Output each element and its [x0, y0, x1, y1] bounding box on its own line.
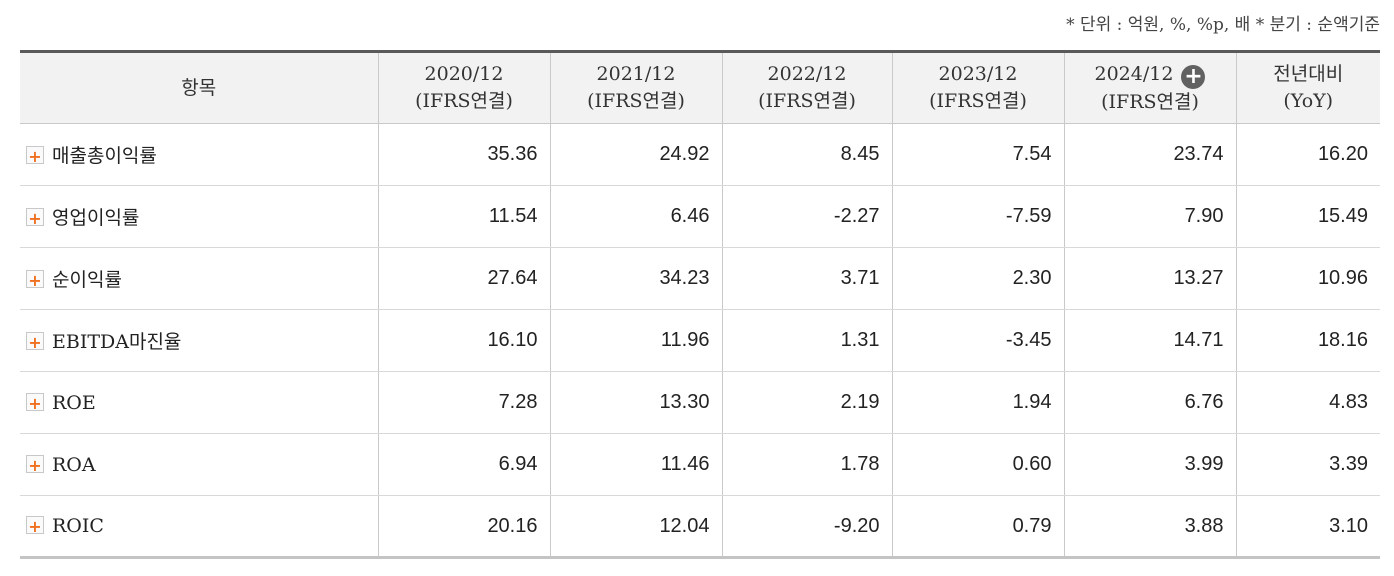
period-year: 2020/12	[424, 63, 504, 85]
value-cell: 11.96	[549, 309, 722, 372]
header-period: 2023/12 (IFRS연결)	[891, 50, 1064, 124]
row-label-cell[interactable]: + EBITDA마진율	[20, 309, 378, 372]
table-row: + 매출총이익률 35.36 24.92 8.45 7.54 23.74 16.20	[20, 123, 1380, 186]
row-label: ROIC	[52, 515, 104, 537]
period-year: 2024/12	[1094, 62, 1174, 85]
value-cell: -7.59	[891, 185, 1064, 248]
expand-plus-icon[interactable]: +	[26, 208, 44, 227]
yoy-sub-label: (YoY)	[1283, 90, 1334, 112]
value-cell: 1.94	[891, 371, 1064, 434]
value-cell: 3.99	[1063, 433, 1236, 496]
value-cell: 7.54	[891, 123, 1064, 186]
expand-plus-icon[interactable]: +	[26, 270, 44, 289]
row-label-cell[interactable]: + ROA	[20, 433, 378, 496]
value-cell: 11.46	[549, 433, 722, 496]
value-cell: 1.78	[721, 433, 892, 496]
table-row: + ROA 6.94 11.46 1.78 0.60 3.99 3.39	[20, 433, 1380, 496]
value-cell: 8.45	[721, 123, 892, 186]
yoy-value: 4.83	[1235, 371, 1380, 434]
table-row: + 순이익률 27.64 34.23 3.71 2.30 13.27 10.96	[20, 247, 1380, 310]
yoy-value: 3.39	[1235, 433, 1380, 496]
period-year: 2023/12	[938, 63, 1018, 85]
row-label-cell[interactable]: + 순이익률	[20, 247, 378, 310]
value-cell: 2.30	[891, 247, 1064, 310]
header-period: 2022/12 (IFRS연결)	[721, 50, 892, 124]
value-cell: 13.27	[1063, 247, 1236, 310]
value-cell: 24.92	[549, 123, 722, 186]
value-cell: 16.10	[377, 309, 550, 372]
table-row: + ROIC 20.16 12.04 -9.20 0.79 3.88 3.10	[20, 495, 1380, 559]
period-basis: (IFRS연결)	[415, 90, 513, 112]
value-cell: 7.28	[377, 371, 550, 434]
value-cell: 14.71	[1063, 309, 1236, 372]
table-row: + EBITDA마진율 16.10 11.96 1.31 -3.45 14.71 18.16	[20, 309, 1380, 372]
row-label-cell[interactable]: + ROIC	[20, 495, 378, 559]
expand-plus-icon[interactable]: +	[26, 516, 44, 535]
header-item: 항목	[20, 50, 378, 124]
value-cell: 7.90	[1063, 185, 1236, 248]
value-cell: 13.30	[549, 371, 722, 434]
period-basis: (IFRS연결)	[929, 90, 1027, 112]
row-label-cell[interactable]: + ROE	[20, 371, 378, 434]
row-label: 매출총이익률	[52, 145, 157, 167]
header-period: 2024/12 + (IFRS연결)	[1063, 50, 1236, 124]
unit-note: * 단위 : 억원, %, %p, 배 * 분기 : 순액기준	[1066, 15, 1380, 35]
value-cell: 11.54	[377, 185, 550, 248]
value-cell: 2.19	[721, 371, 892, 434]
period-basis: (IFRS연결)	[587, 90, 685, 112]
value-cell: 3.71	[721, 247, 892, 310]
row-label-cell[interactable]: + 영업이익률	[20, 185, 378, 248]
add-period-icon[interactable]: +	[1181, 64, 1206, 89]
value-cell: 12.04	[549, 495, 722, 559]
row-label: 순이익률	[52, 269, 122, 291]
row-label: ROE	[52, 391, 96, 414]
value-cell: 6.46	[549, 185, 722, 248]
expand-plus-icon[interactable]: +	[26, 454, 44, 473]
table-row: + 영업이익률 11.54 6.46 -2.27 -7.59 7.90 15.49	[20, 185, 1380, 248]
value-cell: 0.79	[891, 495, 1064, 559]
value-cell: 3.88	[1063, 495, 1236, 559]
period-year: 2021/12	[596, 63, 676, 85]
value-cell: -2.27	[721, 185, 892, 248]
yoy-value: 16.20	[1235, 123, 1380, 186]
yoy-value: 3.10	[1235, 495, 1380, 559]
yoy-value: 18.16	[1235, 309, 1380, 372]
value-cell: 35.36	[377, 123, 550, 186]
row-label: EBITDA마진율	[52, 331, 182, 353]
value-cell: 20.16	[377, 495, 550, 559]
period-basis: (IFRS연결)	[1101, 90, 1199, 113]
value-cell: -3.45	[891, 309, 1064, 372]
row-label: 영업이익률	[52, 207, 140, 229]
value-cell: 27.64	[377, 247, 550, 310]
yoy-value: 15.49	[1235, 185, 1380, 248]
yoy-label: 전년대비	[1273, 63, 1344, 85]
value-cell: 6.76	[1063, 371, 1236, 434]
value-cell: 6.94	[377, 433, 550, 496]
header-yoy: 전년대비 (YoY)	[1235, 50, 1380, 124]
header-period: 2021/12 (IFRS연결)	[549, 50, 722, 124]
value-cell: -9.20	[721, 495, 892, 559]
expand-plus-icon[interactable]: +	[26, 392, 44, 411]
row-label: ROA	[52, 453, 96, 476]
table-row: + ROE 7.28 13.30 2.19 1.94 6.76 4.83	[20, 371, 1380, 434]
financial-ratio-table: 항목 2020/12 (IFRS연결) 2021/12 (IFRS연결) 2022/…	[20, 50, 1380, 559]
period-basis: (IFRS연결)	[758, 90, 856, 112]
table-header-row: 항목 2020/12 (IFRS연결) 2021/12 (IFRS연결) 2022/…	[20, 50, 1380, 124]
value-cell: 23.74	[1063, 123, 1236, 186]
row-label-cell[interactable]: + 매출총이익률	[20, 123, 378, 186]
expand-plus-icon[interactable]: +	[26, 146, 44, 165]
period-year: 2022/12	[767, 63, 847, 85]
value-cell: 0.60	[891, 433, 1064, 496]
value-cell: 1.31	[721, 309, 892, 372]
header-period: 2020/12 (IFRS연결)	[377, 50, 550, 124]
expand-plus-icon[interactable]: +	[26, 332, 44, 351]
yoy-value: 10.96	[1235, 247, 1380, 310]
value-cell: 34.23	[549, 247, 722, 310]
